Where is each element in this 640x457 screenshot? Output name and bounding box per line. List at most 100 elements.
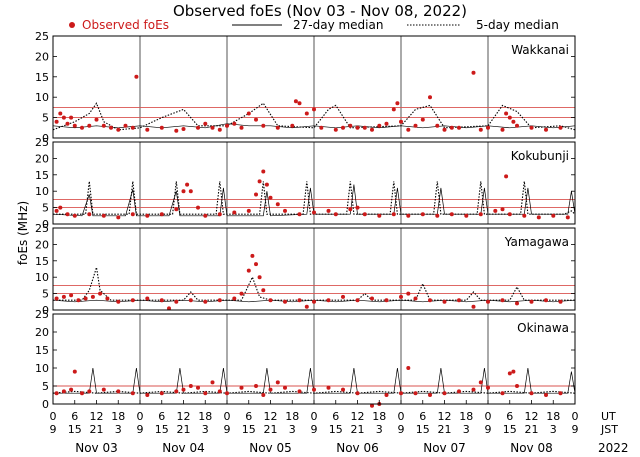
observed-point xyxy=(98,291,103,296)
observed-point xyxy=(536,215,541,220)
observed-point xyxy=(435,213,440,218)
observed-point xyxy=(391,107,396,112)
observed-point xyxy=(428,393,432,397)
station-label: Okinawa xyxy=(517,321,569,335)
observed-point xyxy=(413,296,418,301)
observed-point xyxy=(69,293,74,298)
panel-frame xyxy=(52,141,576,225)
observed-point xyxy=(442,391,447,396)
panel-kokubunji: 0 5 10 15 20 25 Kokubunji xyxy=(35,136,576,231)
observed-point xyxy=(297,212,302,217)
jst-tick-label: 21 xyxy=(438,423,452,436)
y-tick-label: 25 xyxy=(35,136,49,149)
observed-point xyxy=(326,208,331,213)
legend-observed-marker xyxy=(69,22,75,28)
observed-point xyxy=(304,304,309,309)
y-tick-label: 0 xyxy=(42,398,49,411)
observed-point xyxy=(196,205,200,210)
observed-point xyxy=(500,298,505,303)
median5-line xyxy=(52,102,576,131)
observed-point xyxy=(69,115,74,120)
observed-point xyxy=(544,298,548,303)
jst-tick-label: 15 xyxy=(155,423,169,436)
ut-tick-label: 12 xyxy=(264,410,278,423)
observed-point xyxy=(511,119,516,124)
observed-point xyxy=(551,213,556,218)
observed-point xyxy=(109,125,113,130)
observed-point xyxy=(174,128,179,133)
y-tick-label: 10 xyxy=(35,362,49,375)
observed-point xyxy=(69,387,74,392)
y-tick-label: 15 xyxy=(35,169,49,182)
observed-point xyxy=(261,169,266,174)
observed-point xyxy=(257,275,262,280)
ut-tick-label: 0 xyxy=(398,410,405,423)
observed-point xyxy=(123,123,128,128)
observed-point xyxy=(72,369,77,374)
observed-point xyxy=(58,111,63,116)
observed-point xyxy=(399,119,403,124)
jst-tick-label: 21 xyxy=(90,423,104,436)
observed-point xyxy=(246,268,251,273)
observed-point xyxy=(225,391,229,396)
observed-point xyxy=(384,393,389,397)
observed-point xyxy=(54,208,59,213)
station-label: Yamagawa xyxy=(504,235,569,249)
observed-point xyxy=(174,299,179,304)
observed-point xyxy=(500,207,505,212)
ut-tick-label: 6 xyxy=(245,410,252,423)
observed-point xyxy=(515,123,519,128)
observed-point xyxy=(101,387,106,392)
observed-point xyxy=(413,391,418,396)
observed-point xyxy=(529,391,534,396)
observed-point xyxy=(471,387,476,392)
jst-tick-label: 9 xyxy=(398,423,405,436)
observed-point xyxy=(90,294,95,299)
chart-title: Observed foEs (Nov 03 - Nov 08, 2022) xyxy=(173,2,467,20)
jst-tick-label: 3 xyxy=(550,423,557,436)
jst-tick-label: 21 xyxy=(351,423,365,436)
y-tick-label: 15 xyxy=(35,71,49,84)
observed-point xyxy=(558,125,563,130)
observed-point xyxy=(254,117,258,122)
y-tick-label: 5 xyxy=(42,380,49,393)
observed-point xyxy=(80,391,84,396)
observed-point xyxy=(428,95,432,100)
y-tick-label: 5 xyxy=(42,288,49,301)
observed-point xyxy=(261,123,266,128)
observed-point xyxy=(341,294,345,299)
observed-point xyxy=(54,296,59,301)
observed-point xyxy=(217,298,222,303)
y-tick-label: 25 xyxy=(35,222,49,235)
observed-point xyxy=(420,117,425,122)
jst-tick-label: 21 xyxy=(177,423,191,436)
jst-tick-label: 9 xyxy=(224,423,231,436)
observed-point xyxy=(65,212,70,217)
observed-point xyxy=(355,205,360,210)
observed-point xyxy=(464,213,469,218)
observed-point xyxy=(196,125,200,130)
ut-tick-label: 18 xyxy=(285,410,299,423)
ut-tick-label: 6 xyxy=(71,410,78,423)
observed-point xyxy=(384,298,389,303)
observed-point xyxy=(283,385,287,390)
observed-point xyxy=(217,389,222,394)
observed-point xyxy=(174,207,179,212)
observed-point xyxy=(116,215,121,220)
ut-tick-label: 0 xyxy=(50,410,57,423)
observed-point xyxy=(312,387,316,392)
jst-tick-label: 21 xyxy=(525,423,539,436)
observed-point xyxy=(377,123,382,128)
observed-point xyxy=(105,296,110,301)
observed-point xyxy=(478,212,483,217)
ut-tick-label: 0 xyxy=(137,410,144,423)
observed-point xyxy=(188,384,193,388)
observed-point xyxy=(406,366,411,370)
day-label: Nov 04 xyxy=(162,441,205,455)
ut-tick-label: 6 xyxy=(506,410,513,423)
ut-tick-label: 18 xyxy=(546,410,560,423)
observed-point xyxy=(185,182,190,187)
observed-point xyxy=(116,389,121,394)
observed-point xyxy=(504,111,509,116)
ut-tick-label: 0 xyxy=(485,410,492,423)
